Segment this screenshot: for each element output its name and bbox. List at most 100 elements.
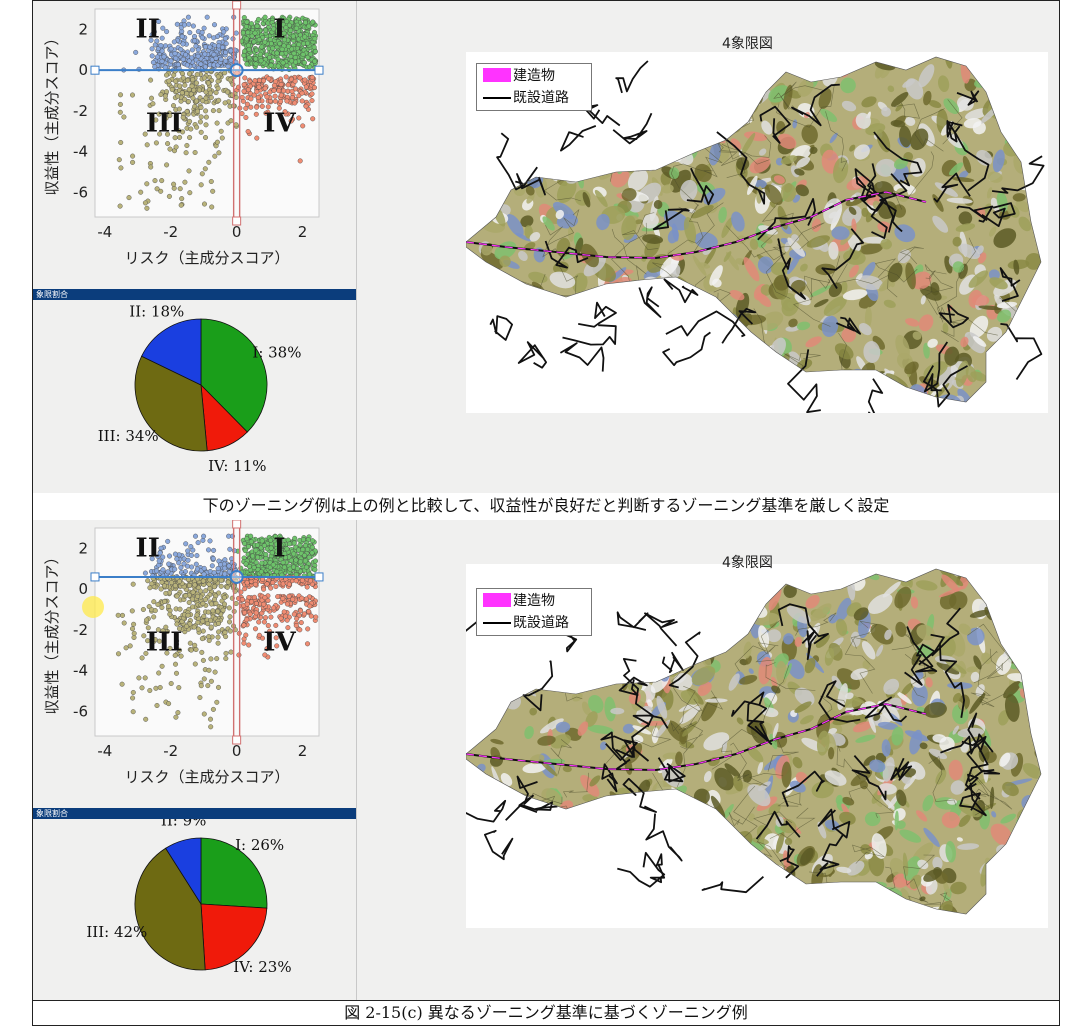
scatter-point: [264, 94, 270, 100]
scatter-point: [166, 78, 172, 84]
scatter-point: [173, 641, 179, 647]
scatter-point: [144, 142, 150, 148]
scatter-point: [244, 61, 250, 67]
pie-label-ii: II: 18%: [129, 302, 184, 320]
scatter-point: [215, 640, 221, 646]
pie-label-i: I: 26%: [235, 836, 284, 854]
scatter-point: [218, 128, 224, 134]
scatter-point: [201, 75, 207, 81]
scatter-point: [228, 649, 234, 655]
scatter-point: [163, 590, 169, 596]
scatter-point: [224, 89, 230, 95]
scatter-point: [275, 28, 281, 34]
caption-divider: [33, 1000, 1059, 1001]
scatter-point: [310, 116, 316, 122]
scatter-point: [152, 178, 158, 184]
y-tick-label: 2: [78, 539, 88, 557]
scatter-point: [259, 538, 265, 544]
scatter-point: [194, 553, 200, 559]
panel-bottom: I II III IV -4 -2 0 2 2 0 -2 -4 -6 リスク（主成分スコア） 収益性（主成分…: [33, 520, 1059, 1000]
scatter-point: [153, 140, 159, 146]
scatter-point: [213, 90, 219, 96]
scatter-point: [245, 544, 251, 550]
scatter-point: [241, 640, 247, 646]
scatter-point: [303, 543, 309, 549]
scatter-point: [272, 534, 278, 540]
quadrant-map-bottom[interactable]: [437, 564, 1048, 928]
scatter-point: [182, 179, 188, 185]
scatter-point: [188, 544, 194, 550]
scatter-point: [193, 561, 199, 567]
scatter-point: [192, 582, 198, 588]
watershed-outline: [465, 568, 1042, 915]
scatter-point: [202, 64, 208, 70]
road-line: [657, 757, 686, 783]
scatter-point: [263, 552, 269, 558]
y-axis-label: 収益性（主成分スコア）: [43, 30, 61, 195]
scatter-point: [178, 565, 184, 571]
map-area-bottom[interactable]: [437, 564, 1048, 928]
scatter-point: [254, 47, 260, 53]
scatter-point: [172, 51, 178, 57]
scatter-point: [243, 561, 249, 567]
scatter-point: [274, 50, 280, 56]
scatter-point: [179, 196, 185, 202]
scatter-point: [308, 578, 314, 584]
scatter-point: [115, 651, 121, 657]
scatter-point: [190, 95, 196, 101]
scatter-point: [193, 646, 199, 652]
scatter-point: [284, 601, 290, 607]
scatter-point: [212, 153, 218, 159]
scatter-point: [165, 569, 171, 575]
scatter-point: [288, 54, 294, 60]
scatter-point: [163, 115, 169, 121]
scatter-point: [207, 44, 213, 50]
scatter-point: [192, 149, 198, 155]
scatter-point: [256, 619, 262, 625]
quadrant-map-top[interactable]: [465, 52, 1048, 424]
scatter-point: [261, 78, 267, 84]
scatter-point: [136, 675, 142, 681]
scatter-point: [131, 630, 137, 636]
scatter-point: [239, 94, 245, 100]
quadrant-label-ii: II: [136, 534, 160, 564]
scatter-point: [242, 48, 248, 54]
scatter-point: [139, 685, 145, 691]
scatter-point: [256, 84, 262, 90]
scatter-point: [273, 622, 279, 628]
scatter-point: [130, 689, 136, 695]
scatter-point: [174, 593, 180, 599]
scatter-point: [274, 548, 280, 554]
scatter-point: [198, 114, 204, 120]
scatter-point: [211, 22, 217, 28]
map-area-top[interactable]: [465, 52, 1048, 424]
scatter-point: [299, 98, 305, 104]
caption-middle: 下のゾーニング例は上の例と比較して、収益性が良好だと判断するゾーニング基準を厳し…: [202, 496, 890, 515]
x-tick-label: -2: [163, 223, 178, 241]
scatter-point: [262, 615, 268, 621]
scatter-point: [179, 34, 185, 40]
scatter-point: [293, 557, 299, 563]
scatter-point: [175, 62, 181, 68]
scatter-point: [216, 108, 222, 114]
scatter-point: [167, 611, 173, 617]
scatter-point: [195, 593, 201, 599]
scatter-point: [211, 547, 217, 553]
scatter-point: [261, 601, 267, 607]
scatter-point: [161, 583, 167, 589]
scatter-point: [177, 606, 183, 612]
scatter-point: [222, 70, 228, 76]
scatter-point: [264, 646, 270, 652]
scatter-point: [158, 188, 164, 194]
scatter-point: [210, 108, 216, 114]
scatter-point: [164, 29, 170, 35]
x-tick-label: 2: [298, 223, 308, 241]
legend-row-building: 建造物: [477, 589, 591, 611]
scatter-point: [214, 139, 220, 145]
scatter-point: [155, 554, 161, 560]
scatter-point: [172, 551, 178, 557]
road-line: [517, 341, 547, 369]
scatter-points: [116, 14, 319, 211]
